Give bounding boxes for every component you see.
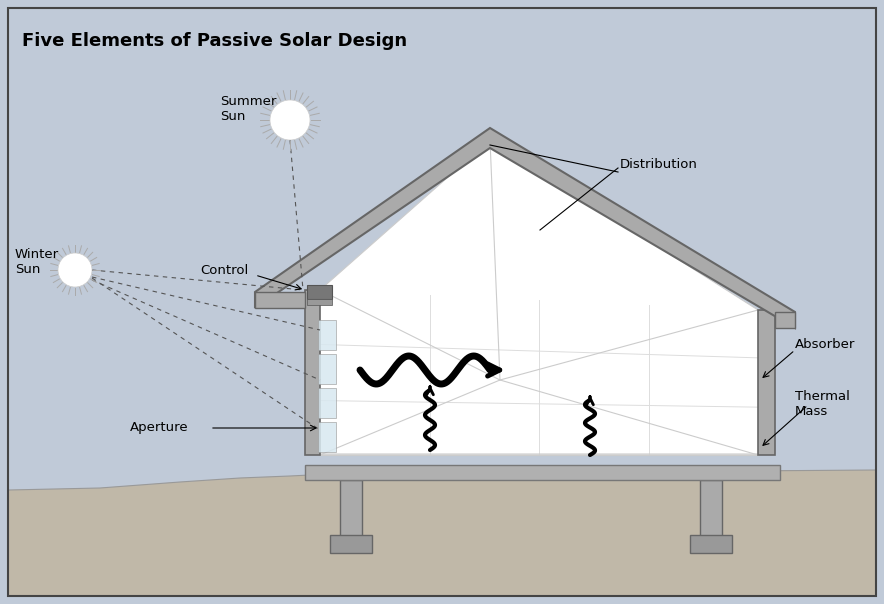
Text: Winter
Sun: Winter Sun bbox=[15, 248, 59, 276]
Text: Absorber: Absorber bbox=[795, 338, 856, 352]
Bar bbox=[307, 299, 332, 305]
Polygon shape bbox=[320, 140, 758, 455]
Circle shape bbox=[270, 100, 310, 140]
Polygon shape bbox=[775, 312, 795, 328]
Text: Distribution: Distribution bbox=[620, 158, 697, 172]
Bar bbox=[340, 480, 362, 540]
Text: Thermal
Mass: Thermal Mass bbox=[795, 390, 850, 418]
Bar bbox=[690, 535, 732, 553]
Bar bbox=[318, 388, 336, 418]
Bar bbox=[700, 480, 722, 540]
Bar bbox=[758, 310, 775, 455]
Bar bbox=[318, 320, 336, 350]
Bar bbox=[305, 465, 780, 480]
Polygon shape bbox=[9, 470, 875, 596]
Text: Five Elements of Passive Solar Design: Five Elements of Passive Solar Design bbox=[22, 32, 408, 50]
Text: Summer
Sun: Summer Sun bbox=[220, 95, 277, 123]
Text: Aperture: Aperture bbox=[130, 422, 188, 434]
Polygon shape bbox=[255, 292, 305, 308]
Bar bbox=[318, 354, 336, 384]
Bar bbox=[318, 422, 336, 452]
Bar bbox=[330, 535, 372, 553]
Text: Control: Control bbox=[200, 263, 248, 277]
Polygon shape bbox=[255, 128, 795, 328]
Bar bbox=[305, 290, 320, 455]
Bar bbox=[307, 285, 332, 299]
Circle shape bbox=[58, 253, 92, 287]
